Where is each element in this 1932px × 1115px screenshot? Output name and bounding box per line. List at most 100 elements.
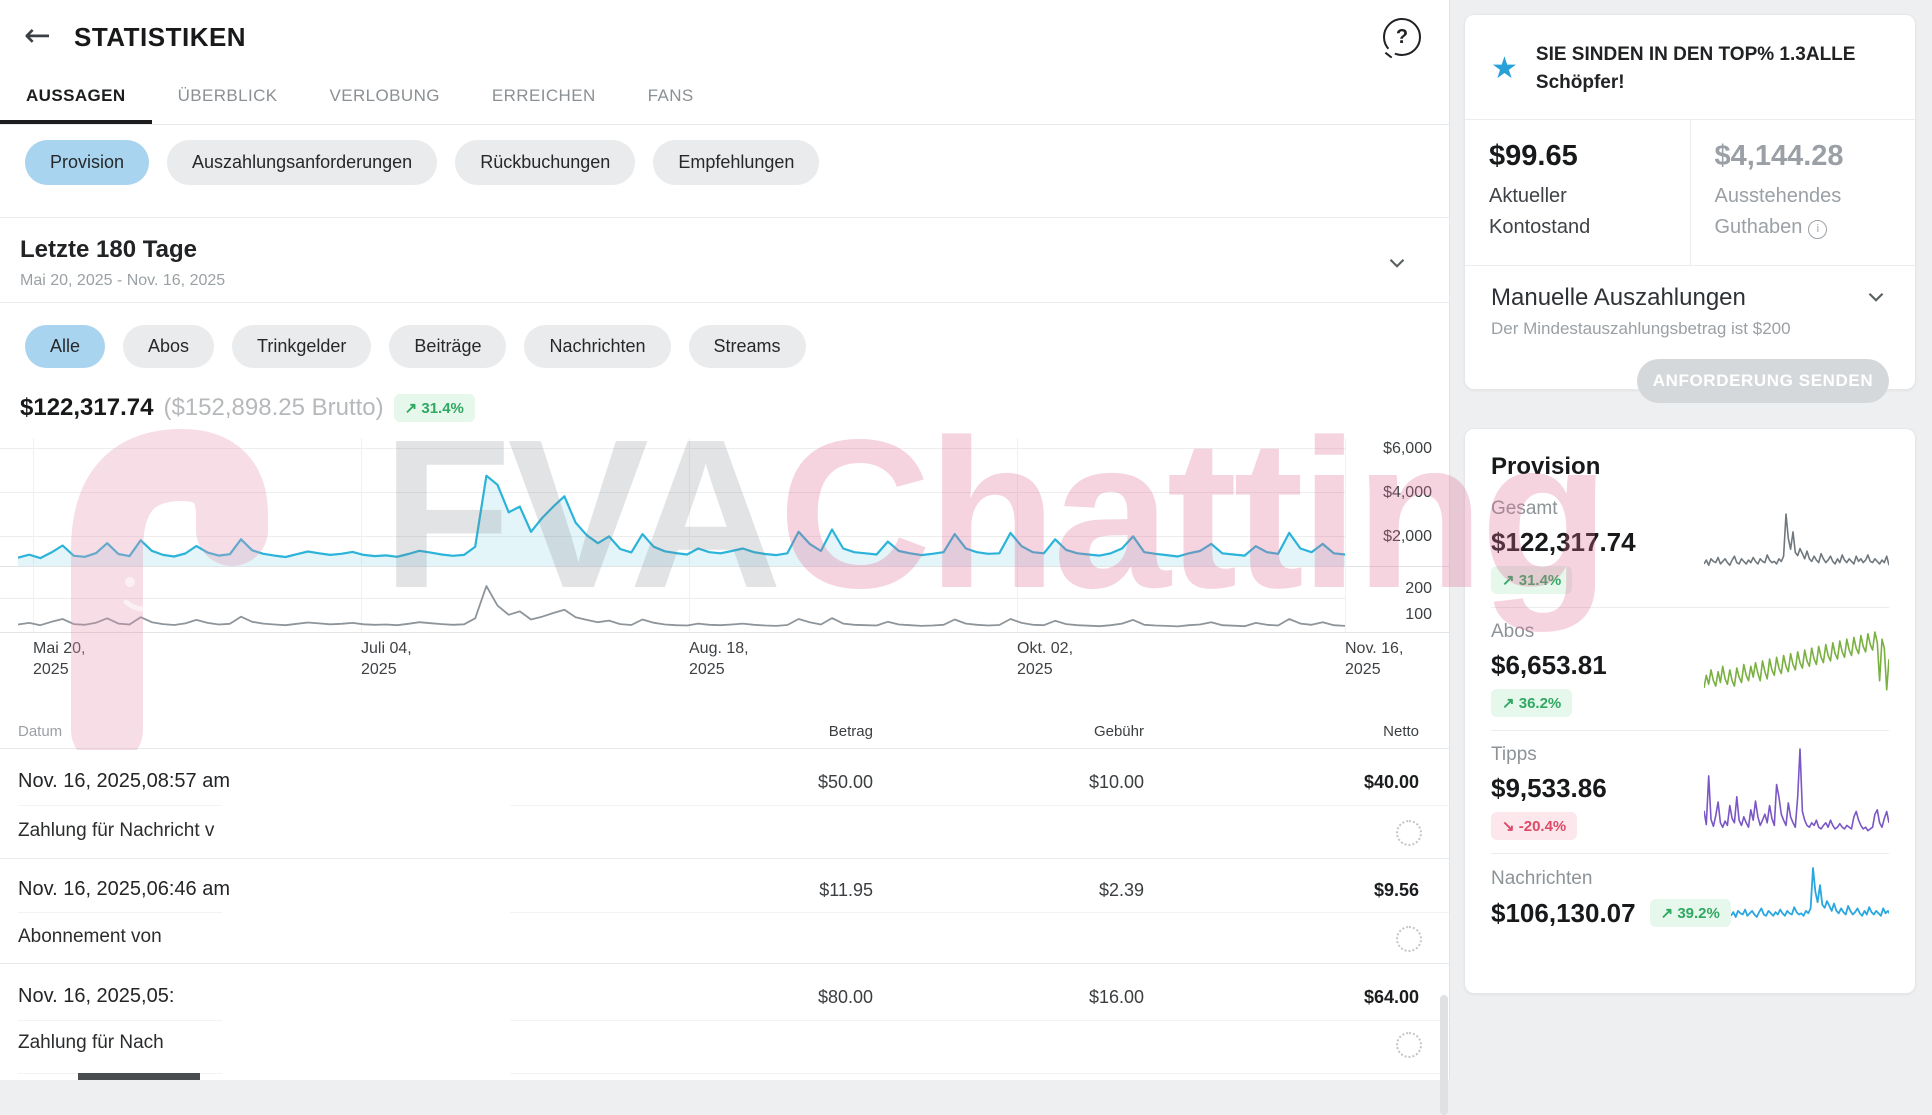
banner-line2: Schöpfer! xyxy=(1535,72,1625,93)
top-creator-banner: ★ SIE SINDEN IN DEN TOP% 1.3ALLE Schöpfe… xyxy=(1465,15,1915,119)
item-change-badge: ↗ 36.2% xyxy=(1491,689,1573,717)
tab-verlobung[interactable]: VERLOBUNG xyxy=(329,86,440,105)
transactions-line-chart[interactable] xyxy=(18,570,1345,632)
column-header-betrag: Betrag xyxy=(828,723,873,740)
divider xyxy=(1465,265,1915,266)
y-tick: $6,000 xyxy=(1383,440,1432,457)
y-tick: 100 xyxy=(1405,606,1432,623)
manual-payouts-title: Manuelle Auszahlungen xyxy=(1491,284,1746,311)
chip-rueckbuchungen[interactable]: Rückbuchungen xyxy=(455,140,636,185)
gridline xyxy=(0,492,1345,493)
divider xyxy=(0,217,1449,218)
info-icon[interactable]: i xyxy=(1808,220,1828,239)
item-value: $106,130.07 xyxy=(1491,897,1636,928)
help-icon[interactable]: ? xyxy=(1383,18,1421,56)
table-row-description: Zahlung für Nachricht v xyxy=(18,820,215,841)
banner-line1: SIE SINDEN IN DEN TOP% 1.3ALLE xyxy=(1535,44,1856,65)
send-request-button[interactable]: ANFORDERUNG SENDEN xyxy=(1637,359,1889,403)
divider xyxy=(0,963,1449,964)
abos-sparkline-chart xyxy=(1704,631,1889,691)
back-arrow-icon[interactable]: ← xyxy=(24,16,51,54)
table-row-netto: $64.00 xyxy=(1363,987,1419,1007)
current-balance-label: Aktueller xyxy=(1489,185,1567,207)
pending-balance: $4,144.28 Ausstehendes Guthaben i xyxy=(1691,120,1916,265)
table-row-date: Nov. 16, 2025,06:46 am xyxy=(18,878,230,900)
chart-baseline xyxy=(0,632,1449,633)
loading-spinner-icon xyxy=(1396,820,1422,846)
divider xyxy=(510,912,1449,913)
y-tick: $4,000 xyxy=(1383,484,1432,501)
column-header-datum: Datum xyxy=(18,723,63,740)
payouts-chevron-down-icon[interactable] xyxy=(1863,284,1889,310)
tab-aussagen[interactable]: AUSSAGEN xyxy=(0,70,152,124)
divider xyxy=(18,912,222,913)
chip-provision[interactable]: Provision xyxy=(25,140,150,185)
provision-card: Provision Gesamt $122,317.74 ↗ 31.4% Abo… xyxy=(1464,428,1916,994)
vertical-scrollbar[interactable] xyxy=(1440,995,1448,1115)
item-value: $122,317.74 xyxy=(1491,527,1636,557)
horizontal-scrollbar[interactable] xyxy=(78,1073,200,1080)
x-tick: Nov. 16, 2025 xyxy=(1345,640,1404,678)
divider xyxy=(0,748,1449,749)
gridline xyxy=(0,536,1345,537)
gridline xyxy=(1017,438,1018,632)
current-balance-value: $99.65 xyxy=(1489,140,1578,172)
main-panel: ← STATISTIKEN ? AUSSAGEN ÜBERBLICK VERLO… xyxy=(0,0,1450,1080)
chip-abos[interactable]: Abos xyxy=(123,325,215,368)
table-row-betrag: $11.95 xyxy=(819,880,873,900)
gridline xyxy=(0,448,1345,449)
tab-fans[interactable]: FANS xyxy=(647,86,694,105)
chip-empfehlungen[interactable]: Empfehlungen xyxy=(653,140,820,185)
item-label: Tipps xyxy=(1491,744,1537,765)
table-row-betrag: $50.00 xyxy=(817,772,873,792)
chip-alle[interactable]: Alle xyxy=(25,325,106,368)
table-row-gebuehr: $10.00 xyxy=(1088,772,1144,792)
category-chip-row: Alle Abos Trinkgelder Beiträge Nachricht… xyxy=(25,325,806,368)
table-row-description: Zahlung für Nach xyxy=(18,1032,164,1053)
gridline xyxy=(0,598,1345,599)
gridline xyxy=(33,438,34,632)
earnings-summary: $122,317.74 ($152,898.25 Brutto) ↗ 31.4% xyxy=(20,394,475,422)
date-range-chevron-down-icon[interactable] xyxy=(1384,250,1410,276)
loading-spinner-icon xyxy=(1396,1032,1422,1058)
manual-payouts-subtitle: Der Mindestauszahlungsbetrag ist $200 xyxy=(1491,319,1791,338)
tab-bar: AUSSAGEN ÜBERBLICK VERLOBUNG ERREICHEN F… xyxy=(0,70,1449,125)
chip-trinkgelder[interactable]: Trinkgelder xyxy=(232,325,372,368)
divider xyxy=(510,1073,1449,1074)
divider xyxy=(510,805,1449,806)
tipps-sparkline-chart xyxy=(1704,748,1889,832)
x-tick: Juli 04, 2025 xyxy=(361,640,412,678)
table-row-description: Abonnement von xyxy=(18,926,162,947)
item-label: Abos xyxy=(1491,621,1535,642)
column-header-gebuehr: Gebühr xyxy=(1093,723,1144,740)
nachrichten-sparkline-chart xyxy=(1730,867,1889,918)
chip-auszahlungsanforderungen[interactable]: Auszahlungsanforderungen xyxy=(167,140,438,185)
earnings-line-chart[interactable] xyxy=(18,438,1345,566)
gridline xyxy=(361,438,362,632)
pending-balance-value: $4,144.28 xyxy=(1714,140,1844,172)
tab-erreichen[interactable]: ERREICHEN xyxy=(491,86,596,105)
table-row-gebuehr: $16.00 xyxy=(1088,987,1144,1007)
x-tick: Mai 20, 2025 xyxy=(33,640,86,678)
gridline xyxy=(689,438,690,632)
chart-separator xyxy=(0,566,1449,567)
divider xyxy=(18,805,222,806)
gross-total: ($152,898.25 Brutto) xyxy=(163,394,384,421)
page-title: STATISTIKEN xyxy=(74,22,247,52)
item-value: $9,533.86 xyxy=(1491,773,1607,803)
filter-chip-row: Provision Auszahlungsanforderungen Rückb… xyxy=(25,140,820,185)
table-row-gebuehr: $2.39 xyxy=(1098,880,1144,900)
provision-title: Provision xyxy=(1491,453,1601,480)
table-row-date: Nov. 16, 2025,05: xyxy=(18,985,175,1007)
column-header-netto: Netto xyxy=(1383,723,1419,740)
chip-nachrichten[interactable]: Nachrichten xyxy=(524,325,671,368)
x-tick: Aug. 18, 2025 xyxy=(689,640,749,678)
y-tick: $2,000 xyxy=(1383,528,1432,545)
chip-streams[interactable]: Streams xyxy=(688,325,806,368)
table-row-netto: $9.56 xyxy=(1373,880,1419,900)
chip-beitraege[interactable]: Beiträge xyxy=(389,325,507,368)
tab-ueberblick[interactable]: ÜBERBLICK xyxy=(177,86,278,105)
net-total: $122,317.74 xyxy=(20,394,154,421)
pending-balance-label: Ausstehendes xyxy=(1714,185,1842,207)
item-change-badge: ↗ 39.2% xyxy=(1649,899,1731,927)
